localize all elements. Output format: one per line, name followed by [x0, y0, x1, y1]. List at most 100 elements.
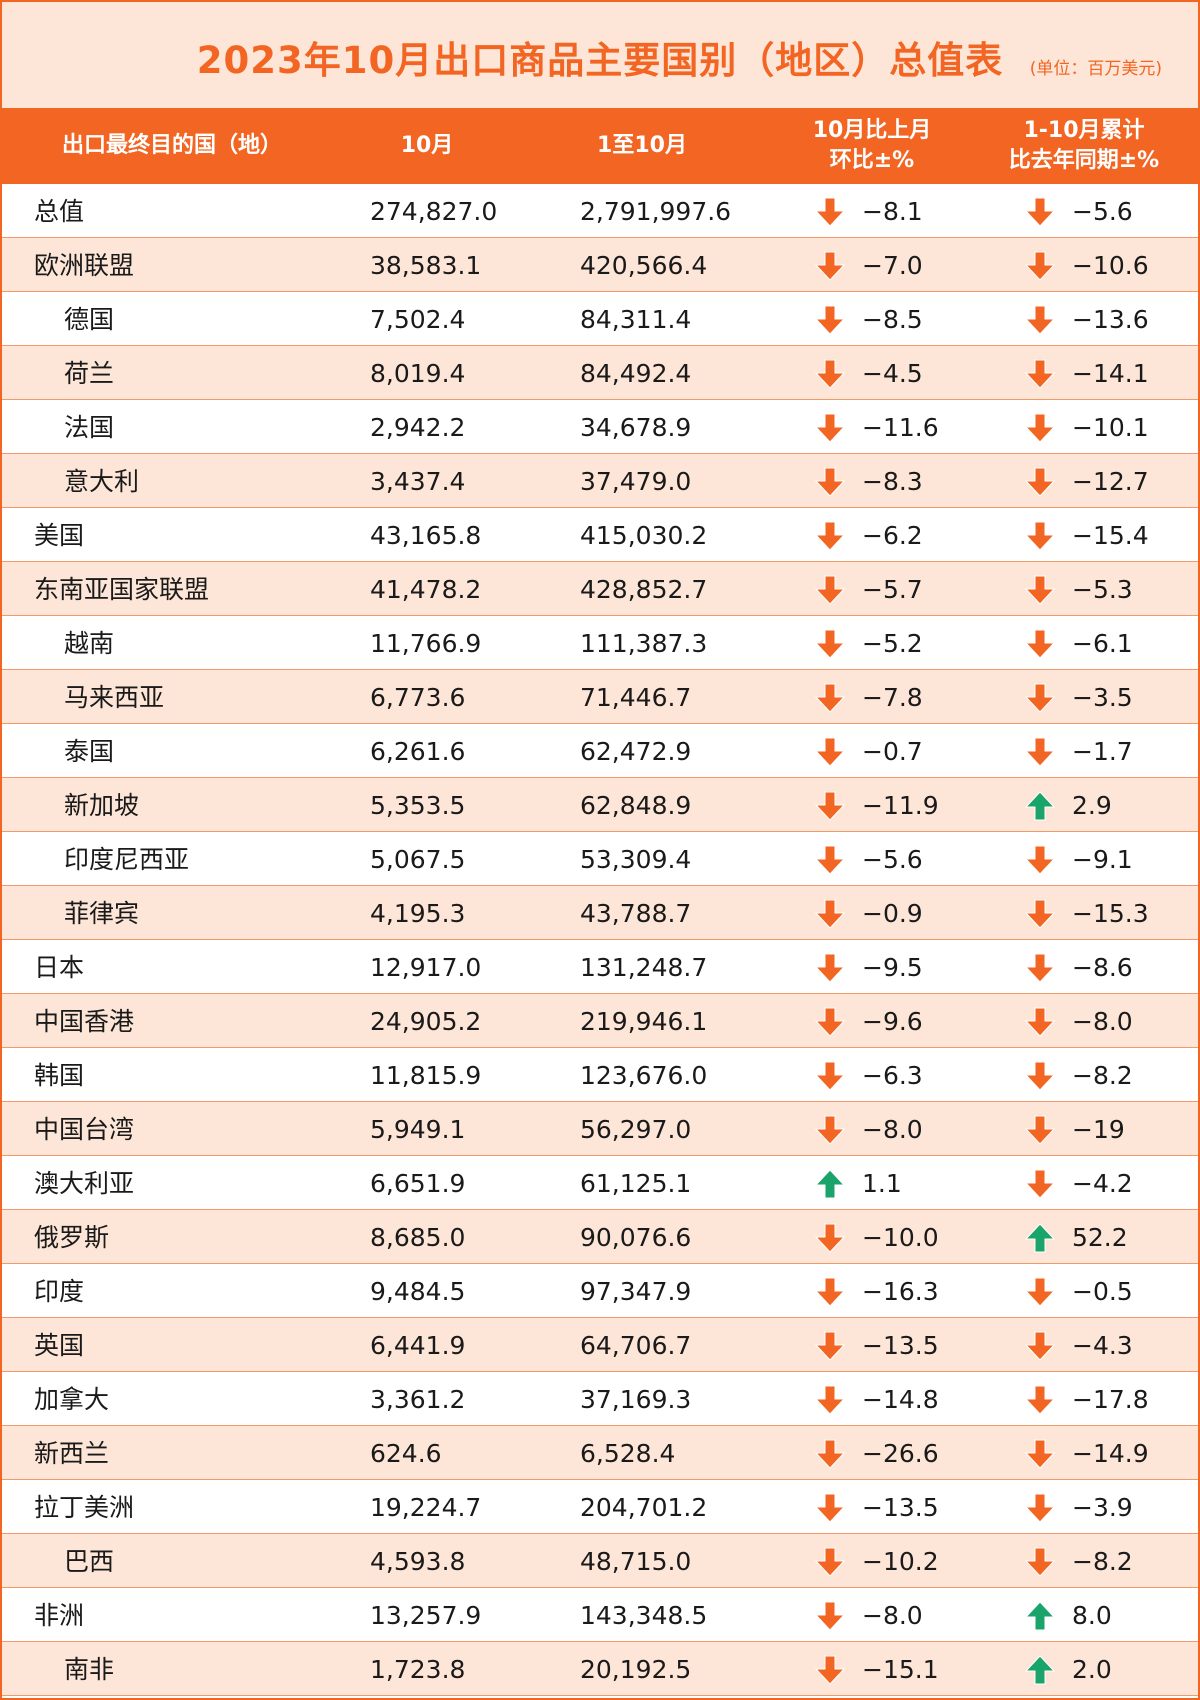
arrow-down-icon: [814, 898, 846, 930]
mom-change: −6.3: [862, 1061, 923, 1090]
arrow-down-icon: [814, 1060, 846, 1092]
ytd-value: 143,348.5: [580, 1601, 708, 1630]
arrow-down-icon: [1024, 1060, 1056, 1092]
yoy-change: −3.9: [1072, 1493, 1133, 1522]
title-bar: 2023年10月出口商品主要国别（地区）总值表 (单位：百万美元): [2, 2, 1198, 108]
mom-change: −9.6: [862, 1007, 923, 1036]
arrow-down-icon: [1024, 1330, 1056, 1362]
header-ytd: 1至10月: [542, 108, 742, 184]
mom-change: −13.5: [862, 1331, 939, 1360]
oct-value: 8,019.4: [370, 359, 466, 388]
arrow-down-icon: [1024, 1006, 1056, 1038]
yoy-change: −17.8: [1072, 1385, 1149, 1414]
arrow-down-icon: [814, 1384, 846, 1416]
arrow-down-icon: [814, 1276, 846, 1308]
arrow-down-icon: [1024, 1114, 1056, 1146]
arrow-down-icon: [1024, 1168, 1056, 1200]
mom-change: −0.7: [862, 737, 923, 766]
ytd-value: 84,492.4: [580, 359, 692, 388]
header-mom-line2: 环比±%: [829, 148, 915, 173]
mom-change: −15.1: [862, 1655, 939, 1684]
arrow-down-icon: [814, 412, 846, 444]
arrow-down-icon: [814, 952, 846, 984]
arrow-down-icon: [814, 250, 846, 282]
yoy-change: 2.0: [1072, 1655, 1112, 1684]
table-row: 巴西 4,593.8 48,715.0 −10.2 −8.2: [2, 1534, 1198, 1588]
country-name: 越南: [64, 629, 115, 658]
arrow-down-icon: [814, 1492, 846, 1524]
oct-value: 6,651.9: [370, 1169, 466, 1198]
oct-value: 274,827.0: [370, 197, 498, 226]
table-row: 美国 43,165.8 415,030.2 −6.2 −15.4: [2, 508, 1198, 562]
ytd-value: 62,848.9: [580, 791, 692, 820]
country-name: 新西兰: [34, 1439, 110, 1468]
yoy-change: 2.9: [1072, 791, 1112, 820]
oct-value: 5,353.5: [370, 791, 466, 820]
table-header: 出口最终目的国（地） 10月 1至10月 10月比上月 环比±% 1-10月累计…: [2, 108, 1198, 184]
country-name: 韩国: [34, 1061, 85, 1090]
header-mom-line1: 10月比上月: [812, 118, 932, 143]
table-row: 马来西亚 6,773.6 71,446.7 −7.8 −3.5: [2, 670, 1198, 724]
ytd-value: 48,715.0: [580, 1547, 692, 1576]
arrow-down-icon: [1024, 196, 1056, 228]
country-name: 意大利: [64, 467, 140, 496]
country-name: 马来西亚: [64, 683, 165, 712]
table-row: 新加坡 5,353.5 62,848.9 −11.9 2.9: [2, 778, 1198, 832]
mom-change: −8.5: [862, 305, 923, 334]
table-row: 印度 9,484.5 97,347.9 −16.3 −0.5: [2, 1264, 1198, 1318]
arrow-down-icon: [1024, 628, 1056, 660]
table-row: 德国 7,502.4 84,311.4 −8.5 −13.6: [2, 292, 1198, 346]
arrow-down-icon: [814, 1114, 846, 1146]
ytd-value: 219,946.1: [580, 1007, 708, 1036]
arrow-down-icon: [1024, 1276, 1056, 1308]
mom-change: −13.5: [862, 1493, 939, 1522]
yoy-change: −15.3: [1072, 899, 1149, 928]
yoy-change: −15.4: [1072, 521, 1149, 550]
country-name: 美国: [34, 521, 85, 550]
ytd-value: 415,030.2: [580, 521, 708, 550]
arrow-down-icon: [1024, 1492, 1056, 1524]
country-name: 菲律宾: [64, 899, 140, 928]
ytd-value: 97,347.9: [580, 1277, 692, 1306]
arrow-down-icon: [814, 1600, 846, 1632]
ytd-value: 20,192.5: [580, 1655, 692, 1684]
yoy-change: −4.3: [1072, 1331, 1133, 1360]
mom-change: −26.6: [862, 1439, 939, 1468]
arrow-down-icon: [814, 304, 846, 336]
table-row: 加拿大 3,361.2 37,169.3 −14.8 −17.8: [2, 1372, 1198, 1426]
arrow-down-icon: [1024, 898, 1056, 930]
table-row: 法国 2,942.2 34,678.9 −11.6 −10.1: [2, 400, 1198, 454]
oct-value: 5,067.5: [370, 845, 466, 874]
arrow-up-icon: [1024, 790, 1056, 822]
mom-change: −5.6: [862, 845, 923, 874]
country-name: 日本: [34, 953, 85, 982]
ytd-value: 56,297.0: [580, 1115, 692, 1144]
arrow-down-icon: [814, 466, 846, 498]
table-row: 日本 12,917.0 131,248.7 −9.5 −8.6: [2, 940, 1198, 994]
arrow-down-icon: [814, 1006, 846, 1038]
yoy-change: −3.5: [1072, 683, 1133, 712]
ytd-value: 37,169.3: [580, 1385, 692, 1414]
country-name: 印度尼西亚: [64, 845, 190, 874]
arrow-down-icon: [814, 1546, 846, 1578]
oct-value: 13,257.9: [370, 1601, 482, 1630]
yoy-change: 8.0: [1072, 1601, 1112, 1630]
mom-change: −10.0: [862, 1223, 939, 1252]
arrow-down-icon: [814, 358, 846, 390]
arrow-down-icon: [1024, 466, 1056, 498]
arrow-down-icon: [1024, 1384, 1056, 1416]
mom-change: −5.2: [862, 629, 923, 658]
oct-value: 4,593.8: [370, 1547, 466, 1576]
arrow-down-icon: [814, 196, 846, 228]
mom-change: −8.1: [862, 197, 923, 226]
oct-value: 38,583.1: [370, 251, 482, 280]
ytd-value: 123,676.0: [580, 1061, 708, 1090]
oct-value: 11,815.9: [370, 1061, 482, 1090]
arrow-down-icon: [814, 736, 846, 768]
country-name: 非洲: [34, 1601, 85, 1630]
yoy-change: −6.1: [1072, 629, 1133, 658]
mom-change: −8.0: [862, 1601, 923, 1630]
ytd-value: 61,125.1: [580, 1169, 692, 1198]
yoy-change: −19: [1072, 1115, 1125, 1144]
yoy-change: −5.3: [1072, 575, 1133, 604]
